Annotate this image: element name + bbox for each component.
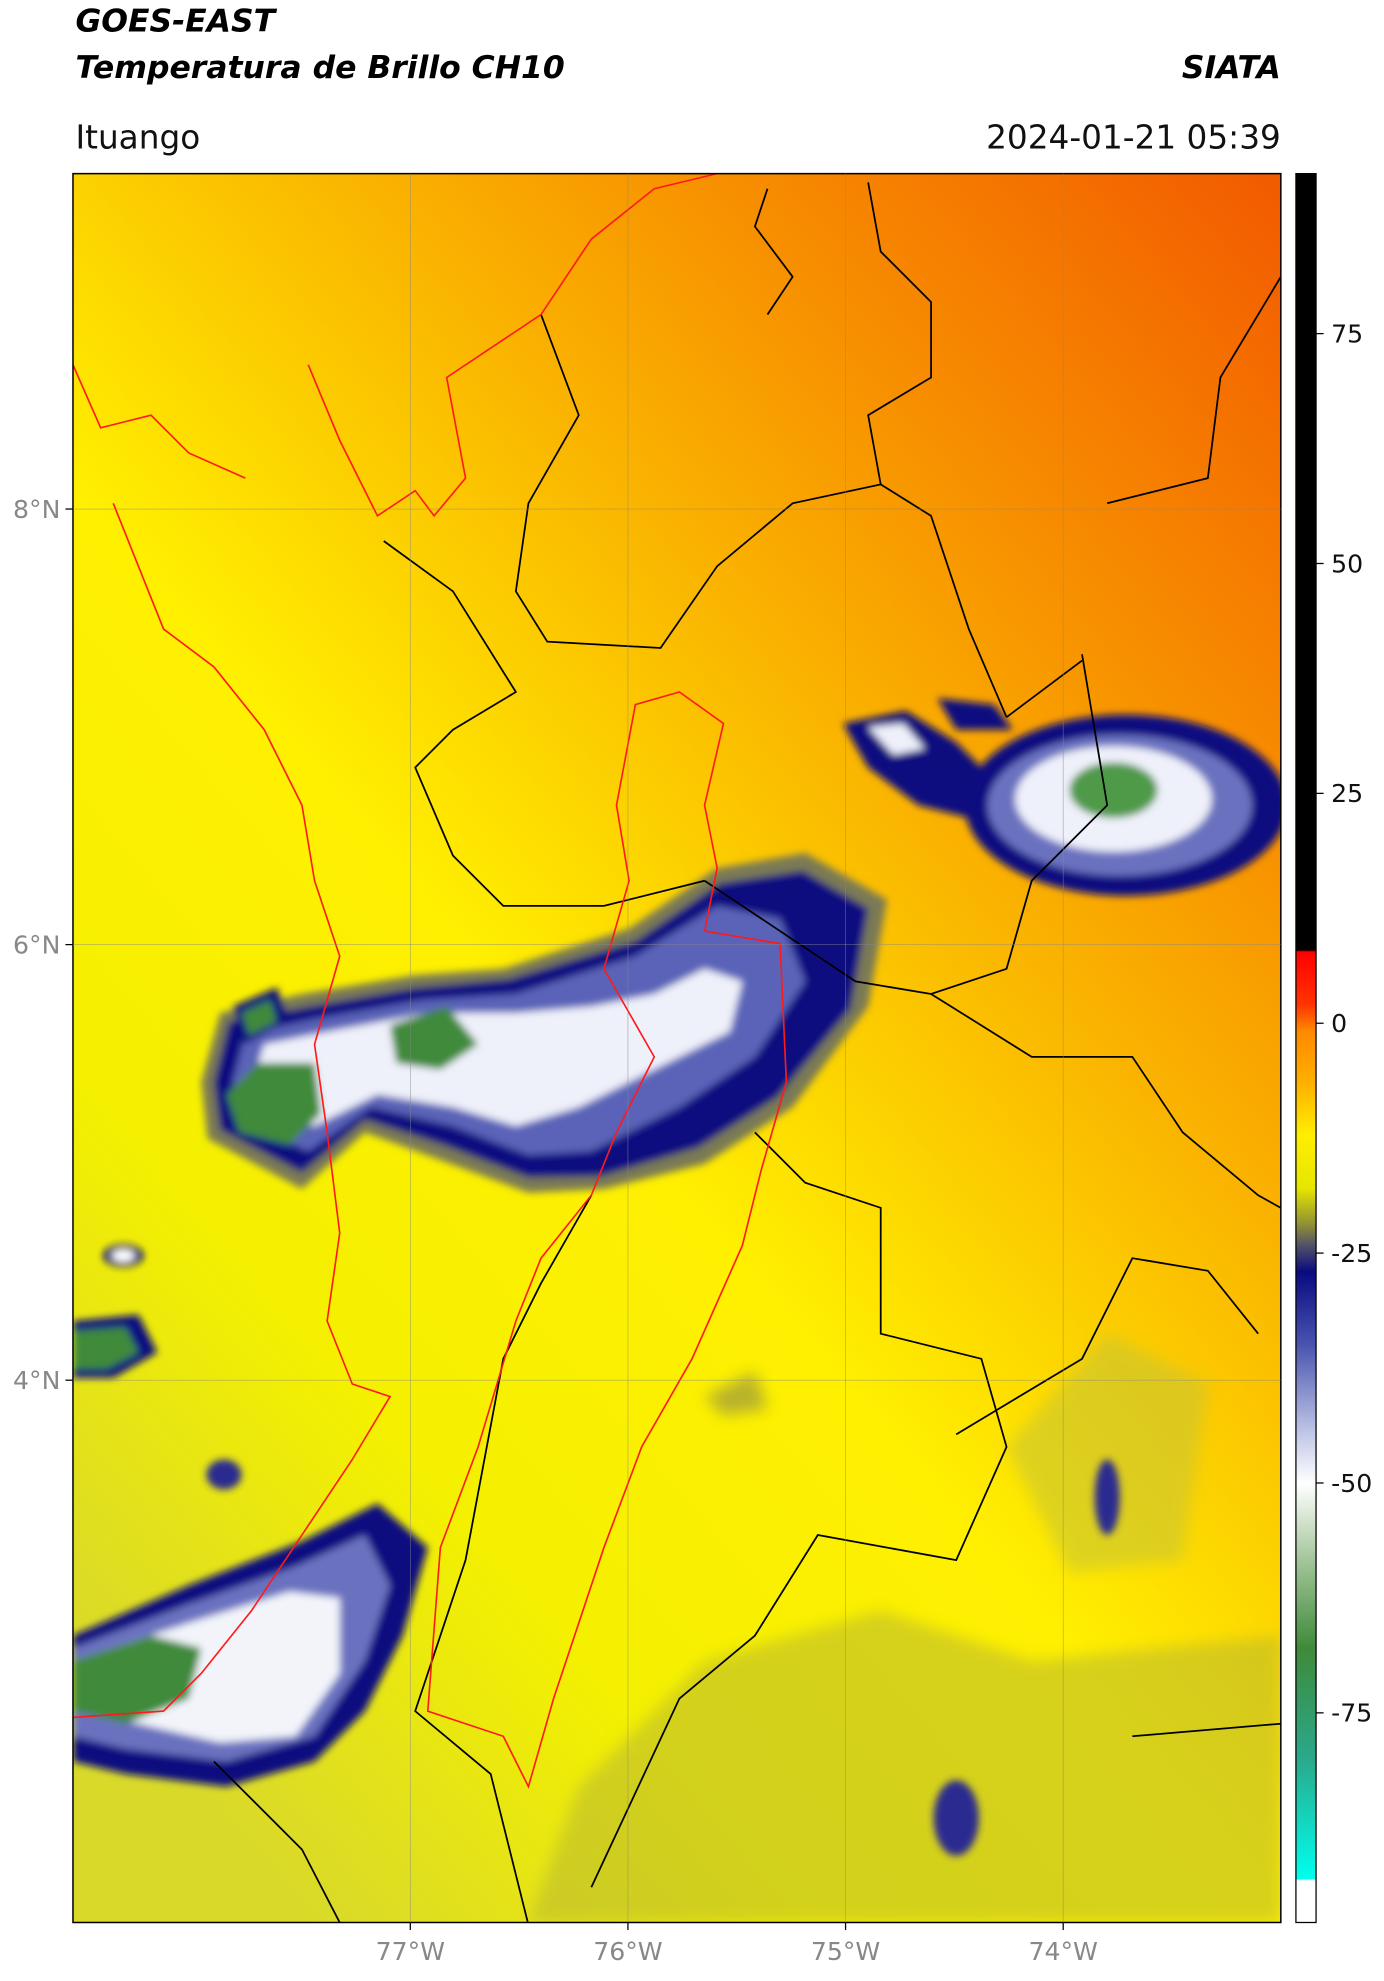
colorbar-tick-label: -75: [1331, 1699, 1372, 1728]
map-frame: [72, 172, 1282, 1924]
y-tick-label: 8°N: [13, 495, 60, 524]
x-tick-label: 77°W: [376, 1937, 446, 1966]
colorbar-tick-label: -50: [1331, 1469, 1372, 1498]
title: GOES-EAST: [75, 3, 277, 39]
colorbar-tick-label: 25: [1331, 779, 1363, 808]
y-tick-label: 6°N: [13, 930, 60, 959]
borders: [213, 182, 1281, 1923]
haze: [528, 1333, 1281, 1923]
colorbar-tick-label: 75: [1331, 319, 1363, 348]
location: Ituango: [75, 118, 200, 156]
cloud-ne: [842, 698, 1281, 896]
map-image: [72, 173, 1281, 1923]
colorbar-tick-label: 0: [1331, 1009, 1347, 1038]
x-tick-label: 74°W: [1028, 1937, 1098, 1966]
colorbar: [1295, 172, 1317, 1924]
cloud-band: [201, 853, 888, 1193]
subtitle: Temperatura de Brillo CH10: [75, 50, 564, 86]
x-tick-label: 75°W: [811, 1937, 881, 1966]
brand: SIATA: [1182, 50, 1281, 86]
x-tick-label: 76°W: [593, 1937, 663, 1966]
y-tick-label: 4°N: [13, 1366, 60, 1395]
colorbar-tick-label: 50: [1331, 549, 1363, 578]
coastline: [72, 173, 788, 1789]
timestamp: 2024-01-21 05:39: [986, 118, 1281, 156]
colorbar-tick-label: -25: [1331, 1239, 1372, 1268]
